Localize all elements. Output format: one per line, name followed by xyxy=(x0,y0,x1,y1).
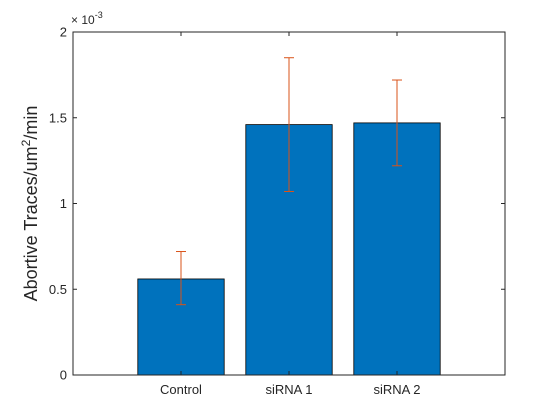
y-tick-label-0: 0 xyxy=(60,368,67,383)
y-tick-label-3: 1.5 xyxy=(49,110,67,125)
error-bar-3 xyxy=(392,79,402,167)
x-tick-label-2: siRNA 1 xyxy=(266,382,313,397)
y-tick-label-2: 1 xyxy=(60,196,67,211)
error-bar-2 xyxy=(284,57,294,192)
y-tick-label-1: 0.5 xyxy=(49,282,67,297)
error-bar-1 xyxy=(176,251,186,306)
x-tick-label-1: Control xyxy=(160,382,202,397)
ticks-layer: Control siRNA 1 siRNA 2 0 0.5 1 1.5 2 xyxy=(49,25,505,397)
error-bars-layer xyxy=(176,57,402,306)
y-tick-label-4: 2 xyxy=(60,25,67,40)
x-tick-label-3: siRNA 2 xyxy=(374,382,421,397)
y-axis-exponent: × 10-3 xyxy=(71,10,103,27)
y-axis-title: Abortive Traces/um2/min xyxy=(19,106,41,302)
